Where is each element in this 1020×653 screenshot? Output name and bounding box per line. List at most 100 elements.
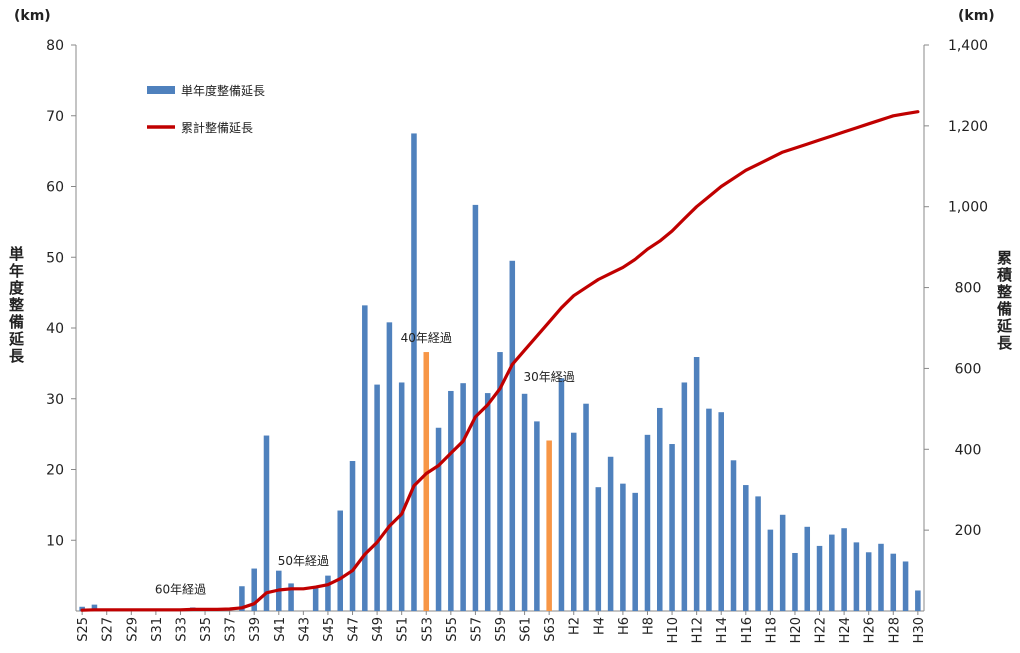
left-tick-label: 40 [46, 321, 64, 337]
x-tick-label: H24 [838, 617, 853, 643]
bar [865, 552, 872, 611]
bar [239, 586, 245, 611]
tick-labels: 10 20 30 40 50 60 70 80 200 400 600 800 1,000 1,200 1,… [46, 38, 988, 643]
right-tick-label: 600 [955, 361, 982, 377]
annotation-label: 50年経過 [278, 554, 329, 568]
x-tick-label: S25 [76, 617, 91, 642]
bar [337, 510, 343, 611]
bar [251, 568, 257, 611]
x-tick-label: H4 [592, 617, 607, 635]
x-tick-label: H18 [764, 617, 779, 643]
x-tick-label: S29 [125, 617, 140, 642]
left-tick-label: 50 [46, 250, 64, 266]
x-tick-label: S53 [420, 617, 435, 642]
bar [521, 393, 528, 611]
x-tick-label: S43 [297, 617, 312, 642]
x-tick-label: S51 [396, 617, 411, 642]
left-tick-label: 30 [46, 392, 64, 408]
x-tick-label: H6 [617, 617, 632, 635]
x-tick-label: S27 [101, 617, 116, 642]
x-tick-label: S37 [224, 617, 239, 642]
bar [829, 534, 835, 611]
bar [386, 322, 393, 611]
bar [755, 496, 761, 611]
bar-series [79, 133, 921, 611]
bar [472, 204, 479, 611]
line-series [80, 110, 920, 612]
left-axis-unit: (km) [14, 8, 51, 24]
x-tick-label: S55 [445, 617, 460, 642]
x-tick-label: H28 [887, 617, 902, 643]
bar [779, 514, 786, 611]
bar [804, 526, 811, 611]
bar [743, 485, 749, 611]
bar [411, 133, 417, 611]
bar [718, 412, 724, 611]
bar [841, 528, 847, 611]
x-tick-label: H16 [740, 617, 755, 643]
bar [853, 542, 860, 611]
right-tick-label: 400 [955, 442, 982, 458]
bar [767, 529, 774, 611]
x-tick-label: H12 [691, 617, 706, 643]
cumulative-line [80, 110, 920, 612]
bar [448, 390, 454, 611]
bar [374, 384, 380, 611]
left-tick-label: 10 [46, 533, 64, 549]
right-axis-unit: (km) [958, 8, 995, 24]
left-tick-label: 70 [46, 109, 64, 125]
right-axis-title: 累積整備延長 [995, 250, 1013, 352]
bar [288, 583, 294, 611]
annotation-label: 30年経過 [524, 370, 575, 384]
bar [902, 561, 909, 611]
bar [497, 352, 503, 611]
legend-bar-label: 単年度整備延長 [181, 83, 265, 98]
x-tick-label: S45 [322, 617, 337, 642]
x-tick-label: H30 [912, 617, 927, 643]
bar [657, 407, 663, 611]
bar [312, 586, 319, 611]
bar [792, 552, 798, 611]
bar [816, 545, 823, 611]
bar [669, 444, 675, 611]
highlight-bar [546, 440, 552, 611]
bar [325, 575, 331, 611]
bar [509, 260, 516, 611]
bar [706, 408, 712, 611]
left-axis-title: 単年度整備延長 [7, 246, 25, 365]
x-tick-label: H14 [715, 617, 730, 643]
bar [362, 305, 368, 611]
bar [583, 403, 589, 611]
bar [890, 553, 897, 611]
x-tick-label: S49 [371, 617, 386, 642]
right-tick-label: 1,400 [948, 38, 988, 54]
bar [263, 435, 270, 611]
x-tick-label: S47 [347, 617, 362, 642]
bar [398, 382, 405, 611]
bar [484, 393, 491, 611]
x-tick-label: H2 [568, 617, 583, 635]
right-tick-label: 1,000 [948, 200, 988, 216]
bar [644, 434, 651, 611]
x-tick-label: S59 [494, 617, 509, 642]
x-tick-label: S39 [248, 617, 263, 642]
x-tick-label: S61 [519, 617, 534, 642]
right-tick-label: 200 [955, 523, 982, 539]
x-tick-label: S63 [543, 617, 558, 642]
x-tick-label: H22 [814, 617, 829, 643]
legend-line-label: 累計整備延長 [181, 120, 253, 135]
x-tick-label: H20 [789, 617, 804, 643]
highlight-bar [423, 352, 430, 611]
bar [632, 492, 638, 611]
bar [693, 357, 700, 611]
bar [607, 456, 614, 611]
bar [534, 421, 540, 611]
bar [620, 483, 626, 611]
right-tick-label: 800 [955, 281, 982, 297]
bar [558, 378, 565, 611]
x-tick-label: S41 [273, 617, 288, 642]
x-tick-label: H26 [863, 617, 878, 643]
legend-bar-swatch [147, 86, 175, 94]
